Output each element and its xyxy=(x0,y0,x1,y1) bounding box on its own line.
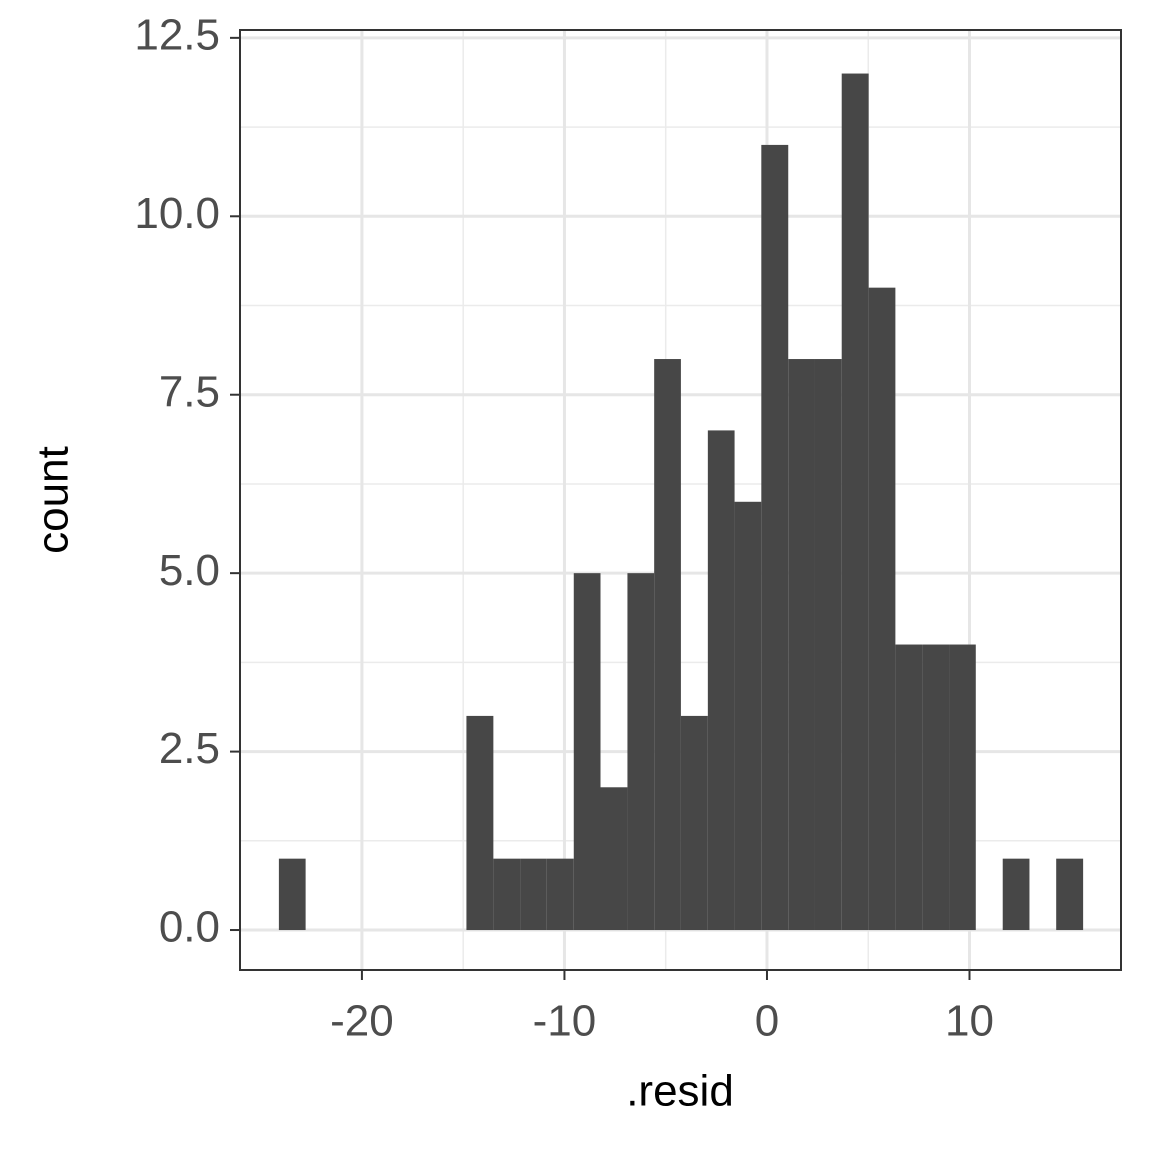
bar xyxy=(788,359,815,931)
bar xyxy=(493,858,521,931)
y-tick-label: 7.5 xyxy=(159,367,220,416)
y-axis-title: count xyxy=(29,446,78,554)
bar xyxy=(546,858,574,931)
y-tick-label: 12.5 xyxy=(134,10,220,59)
y-tick-label: 10.0 xyxy=(134,189,220,238)
y-tick-label: 0.0 xyxy=(159,903,220,952)
bar xyxy=(895,644,923,931)
bar xyxy=(734,501,762,931)
x-tick-label: 0 xyxy=(755,997,779,1046)
bar xyxy=(278,858,306,931)
panel-border xyxy=(239,29,1122,971)
bar xyxy=(814,359,842,931)
bar xyxy=(680,715,708,931)
y-tick-label: 2.5 xyxy=(159,724,220,773)
bar xyxy=(949,644,976,931)
x-tick-label: -20 xyxy=(330,997,394,1046)
bar xyxy=(922,644,950,931)
bar xyxy=(1002,858,1030,931)
bar xyxy=(761,144,789,931)
bar xyxy=(573,573,601,931)
x-axis-title: .resid xyxy=(626,1067,734,1116)
bar xyxy=(627,573,655,931)
y-tick-label: 5.0 xyxy=(159,546,220,595)
bar xyxy=(1056,858,1084,931)
x-tick-label: -10 xyxy=(533,997,597,1046)
bar xyxy=(466,715,494,931)
bar xyxy=(841,73,869,931)
bar xyxy=(868,287,896,931)
bar xyxy=(520,858,547,931)
bar xyxy=(600,787,628,931)
bar xyxy=(707,430,735,931)
bar xyxy=(654,359,681,931)
x-tick-label: 10 xyxy=(945,997,994,1046)
